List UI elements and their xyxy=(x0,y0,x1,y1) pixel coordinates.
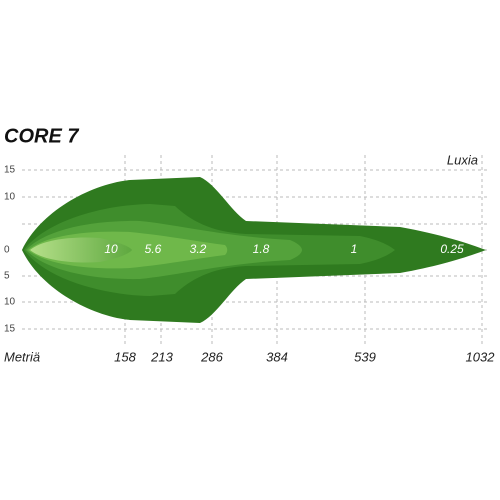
y-label: 15 xyxy=(4,165,16,176)
distance-label: 539 xyxy=(354,349,376,364)
distance-label: 1032 xyxy=(466,349,496,364)
y-label: 10 xyxy=(4,192,16,203)
beam xyxy=(22,177,486,323)
title: CORE 7 xyxy=(4,125,79,147)
y-label: 10 xyxy=(4,297,16,308)
distance-label: 286 xyxy=(200,349,223,364)
isolux-label: 0.25 xyxy=(440,242,464,256)
x-axis-label: Metriä xyxy=(4,349,40,364)
y-label: 5 xyxy=(4,271,10,282)
isolux-label: 5.6 xyxy=(145,242,162,256)
y-label: 15 xyxy=(4,324,16,335)
isolux-label: 10 xyxy=(104,242,118,256)
y-label: 0 xyxy=(4,245,10,256)
isolux-labels: 10 5.6 3.2 1.8 1 0.25 xyxy=(104,242,464,256)
unit-label: Luxia xyxy=(447,152,478,167)
x-axis-labels: Metriä 158 213 286 384 539 1032 xyxy=(4,349,495,364)
isolux-label: 1.8 xyxy=(253,242,270,256)
distance-label: 213 xyxy=(150,349,173,364)
y-axis-labels: 15 10 0 5 10 15 xyxy=(4,165,16,335)
distance-label: 158 xyxy=(114,349,136,364)
distance-label: 384 xyxy=(266,349,288,364)
isolux-label: 3.2 xyxy=(190,242,207,256)
isolux-label: 1 xyxy=(351,242,358,256)
